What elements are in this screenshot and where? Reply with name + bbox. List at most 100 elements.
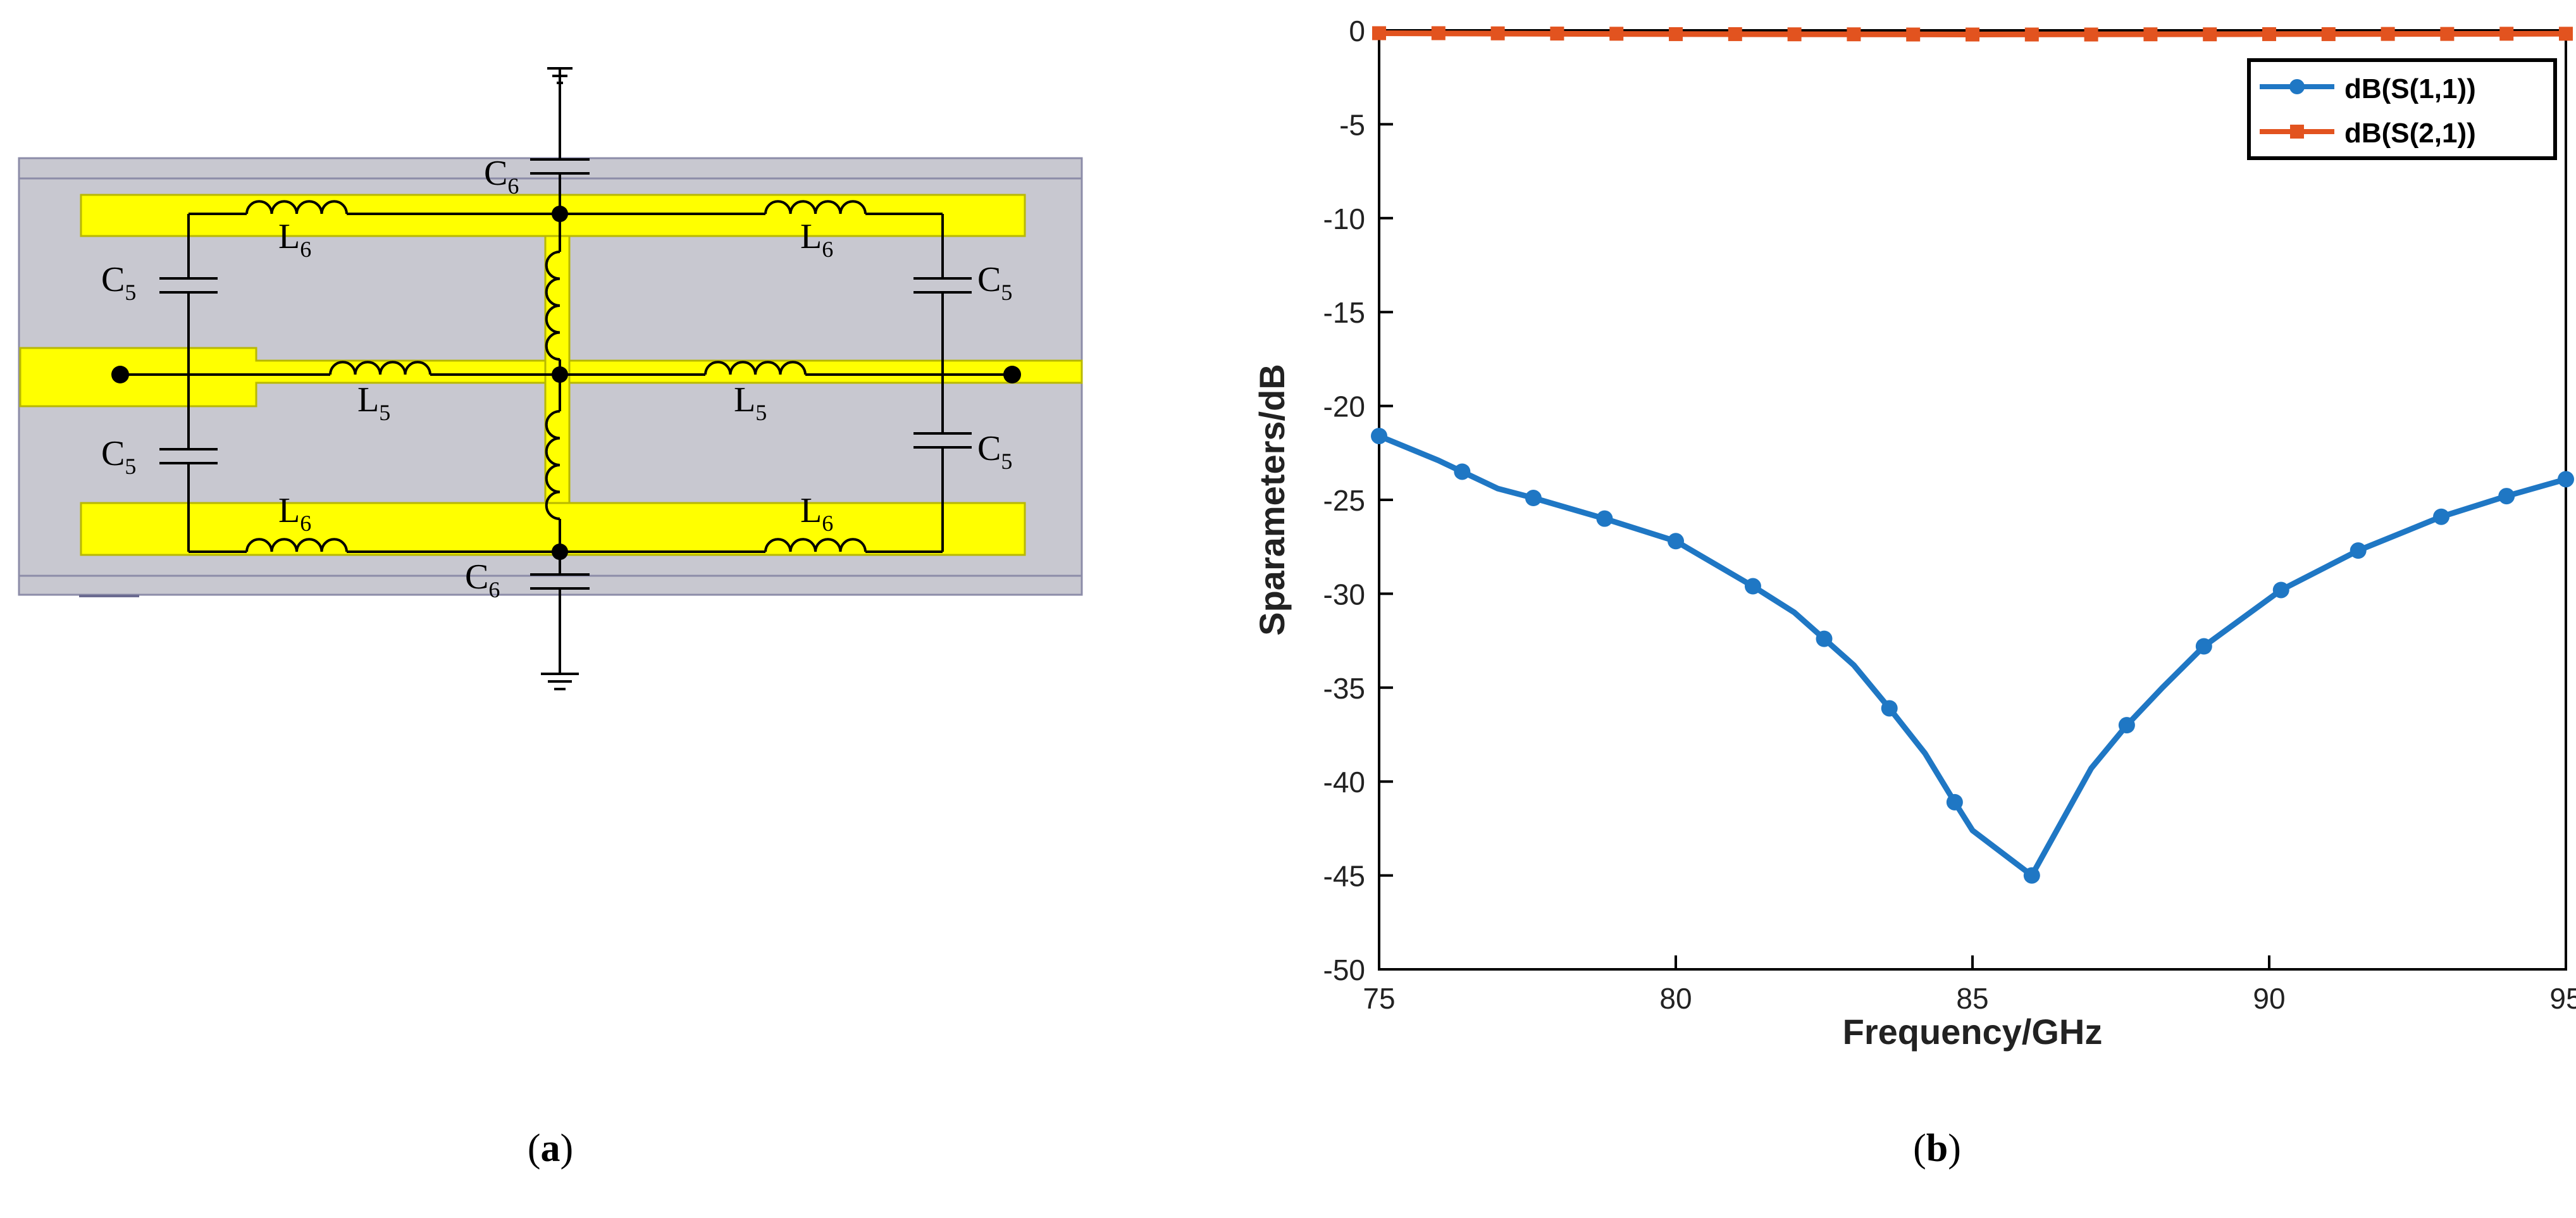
legend-marker-s11	[2289, 79, 2305, 94]
inductor-vertical-bottom	[545, 410, 560, 520]
data-point-s11	[2433, 508, 2450, 525]
data-point-s11	[1454, 463, 1471, 480]
data-point-s21	[2203, 27, 2217, 42]
data-point-s11	[1816, 630, 1833, 647]
data-point-s11	[2498, 488, 2515, 505]
component-labels: C6 L6 L6 C5 C5 L5 L5 C5 C5 L6 L6 C6	[101, 154, 1012, 602]
legend-marker-s21	[2290, 125, 2304, 139]
y-tick-label: -25	[1323, 484, 1365, 517]
y-tick-label: -10	[1323, 202, 1365, 235]
data-point-s11	[1946, 793, 1963, 811]
metal-layer	[19, 194, 1083, 556]
data-point-s21	[2084, 27, 2098, 42]
y-tick-label: -5	[1339, 108, 1365, 141]
y-tick-label: 0	[1349, 15, 1365, 47]
label-l6-bottom-left: L6	[278, 491, 311, 536]
y-axis-label: Sparameters/dB	[1252, 364, 1292, 636]
data-point-s21	[1372, 26, 1386, 40]
data-point-s21	[2262, 27, 2276, 41]
data-point-s21	[1490, 26, 1505, 40]
junctions	[111, 206, 1021, 560]
data-point-s21	[1966, 27, 1979, 42]
data-point-s11	[1371, 428, 1387, 445]
port-left	[111, 366, 129, 383]
panel-b-chart: 0 -5 -10 -15 -20 -25 -30 -35 -40 -45 -50 75 80 85 90 9…	[1252, 15, 2576, 1170]
data-point-s11	[2558, 471, 2574, 488]
label-l5-left: L5	[357, 380, 390, 425]
inductors	[245, 200, 867, 552]
x-tick-label: 80	[1659, 982, 1692, 1015]
data-point-s11	[1744, 578, 1761, 595]
label-c5-top-left: C5	[101, 260, 136, 305]
x-tick-label: 90	[2253, 982, 2285, 1015]
panel-a-schematic: C6 L6 L6 C5 C5 L5 L5 C5 C5 L6 L6 C6 (a)	[18, 67, 1083, 1170]
data-point-s21	[1609, 27, 1624, 41]
y-tick-label: -20	[1323, 390, 1365, 423]
legend: dB(S(1,1)) dB(S(2,1))	[2247, 58, 2557, 160]
y-tick-label: -45	[1323, 860, 1365, 893]
label-c5-top-right: C5	[977, 260, 1012, 305]
data-point-s21	[2499, 27, 2514, 41]
data-point-s21	[1669, 27, 1683, 41]
caption-a: (a)	[528, 1127, 573, 1170]
x-tick-label: 95	[2549, 982, 2576, 1015]
data-point-s11	[1525, 490, 1542, 507]
junction-top	[552, 206, 568, 222]
label-l5-right: L5	[734, 380, 767, 425]
data-point-s11	[2272, 581, 2289, 599]
x-axis: 75 80 85 90 95	[1363, 955, 2576, 1015]
junction-center	[552, 366, 568, 383]
data-point-s11	[2023, 867, 2040, 884]
data-point-s21	[1787, 27, 1802, 42]
inductor-l6-bottom-left	[245, 538, 348, 552]
data-point-s11	[1668, 533, 1684, 550]
y-axis: 0 -5 -10 -15 -20 -25 -30 -35 -40 -45 -50	[1323, 15, 1393, 986]
data-point-s21	[1550, 27, 1564, 41]
data-point-s21	[2321, 27, 2336, 41]
data-point-s11	[2195, 638, 2212, 655]
data-point-s11	[1596, 510, 1613, 527]
x-tick-label: 75	[1363, 982, 1395, 1015]
label-c5-bottom-right: C5	[977, 429, 1012, 474]
inductor-l6-bottom-right	[764, 538, 867, 552]
legend-box	[2247, 58, 2557, 160]
y-tick-label: -40	[1323, 766, 1365, 799]
legend-entry-s21: dB(S(2,1))	[2344, 118, 2476, 149]
label-c5-bottom-left: C5	[101, 434, 136, 479]
label-l6-top-right: L6	[800, 217, 833, 262]
inductor-l5-left	[329, 361, 431, 375]
inductor-l6-top-right	[764, 200, 867, 214]
y-tick-label: -35	[1323, 672, 1365, 705]
port-right	[1003, 366, 1021, 383]
label-c6-bottom: C6	[465, 557, 500, 602]
y-tick-label: -30	[1323, 578, 1365, 611]
circuit-wires	[120, 67, 1012, 690]
data-point-s21	[2440, 27, 2455, 41]
data-point-s11	[2118, 717, 2135, 734]
x-tick-label: 85	[1956, 982, 1988, 1015]
data-point-s21	[1906, 27, 1921, 42]
data-point-s21	[2024, 27, 2039, 42]
data-point-s21	[1431, 26, 1446, 40]
inductor-vertical-top	[545, 251, 560, 361]
label-l6-top-left: L6	[278, 217, 311, 262]
inductor-l5-right	[704, 361, 807, 375]
data-point-s21	[2559, 27, 2573, 41]
data-point-s11	[1881, 700, 1898, 717]
junction-bottom	[552, 544, 568, 560]
label-c6-top: C6	[484, 154, 519, 199]
label-l6-bottom-right: L6	[800, 491, 833, 536]
caption-b: (b)	[1913, 1127, 1961, 1170]
x-axis-label: Frequency/GHz	[1843, 1012, 2103, 1052]
data-point-s21	[1728, 27, 1742, 41]
bottom-patch	[80, 502, 1026, 556]
data-point-s21	[1847, 27, 1861, 42]
data-point-s21	[2381, 27, 2395, 41]
data-point-s21	[2143, 27, 2158, 42]
inductor-l6-top-left	[245, 200, 348, 214]
y-tick-label: -50	[1323, 954, 1365, 986]
series-layer	[1371, 26, 2574, 884]
legend-entry-s11: dB(S(1,1))	[2344, 73, 2476, 104]
y-tick-label: -15	[1323, 296, 1365, 329]
